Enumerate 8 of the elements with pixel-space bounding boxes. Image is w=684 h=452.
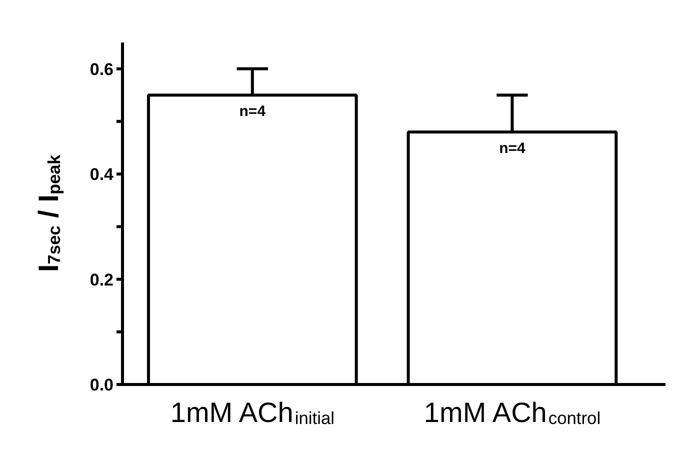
y-tick-label: 0.4 — [90, 165, 114, 184]
x-tick-label: 1mM AChcontrol — [424, 397, 601, 428]
y-axis-title: I7sec / Ipeak — [33, 154, 64, 272]
y-tick-label: 0.0 — [90, 376, 114, 394]
y-tick-label: 0.2 — [90, 270, 114, 290]
annotation: n=4 — [499, 140, 526, 157]
y-tick-label: 0.6 — [90, 60, 114, 79]
annotation: n=4 — [239, 103, 266, 120]
